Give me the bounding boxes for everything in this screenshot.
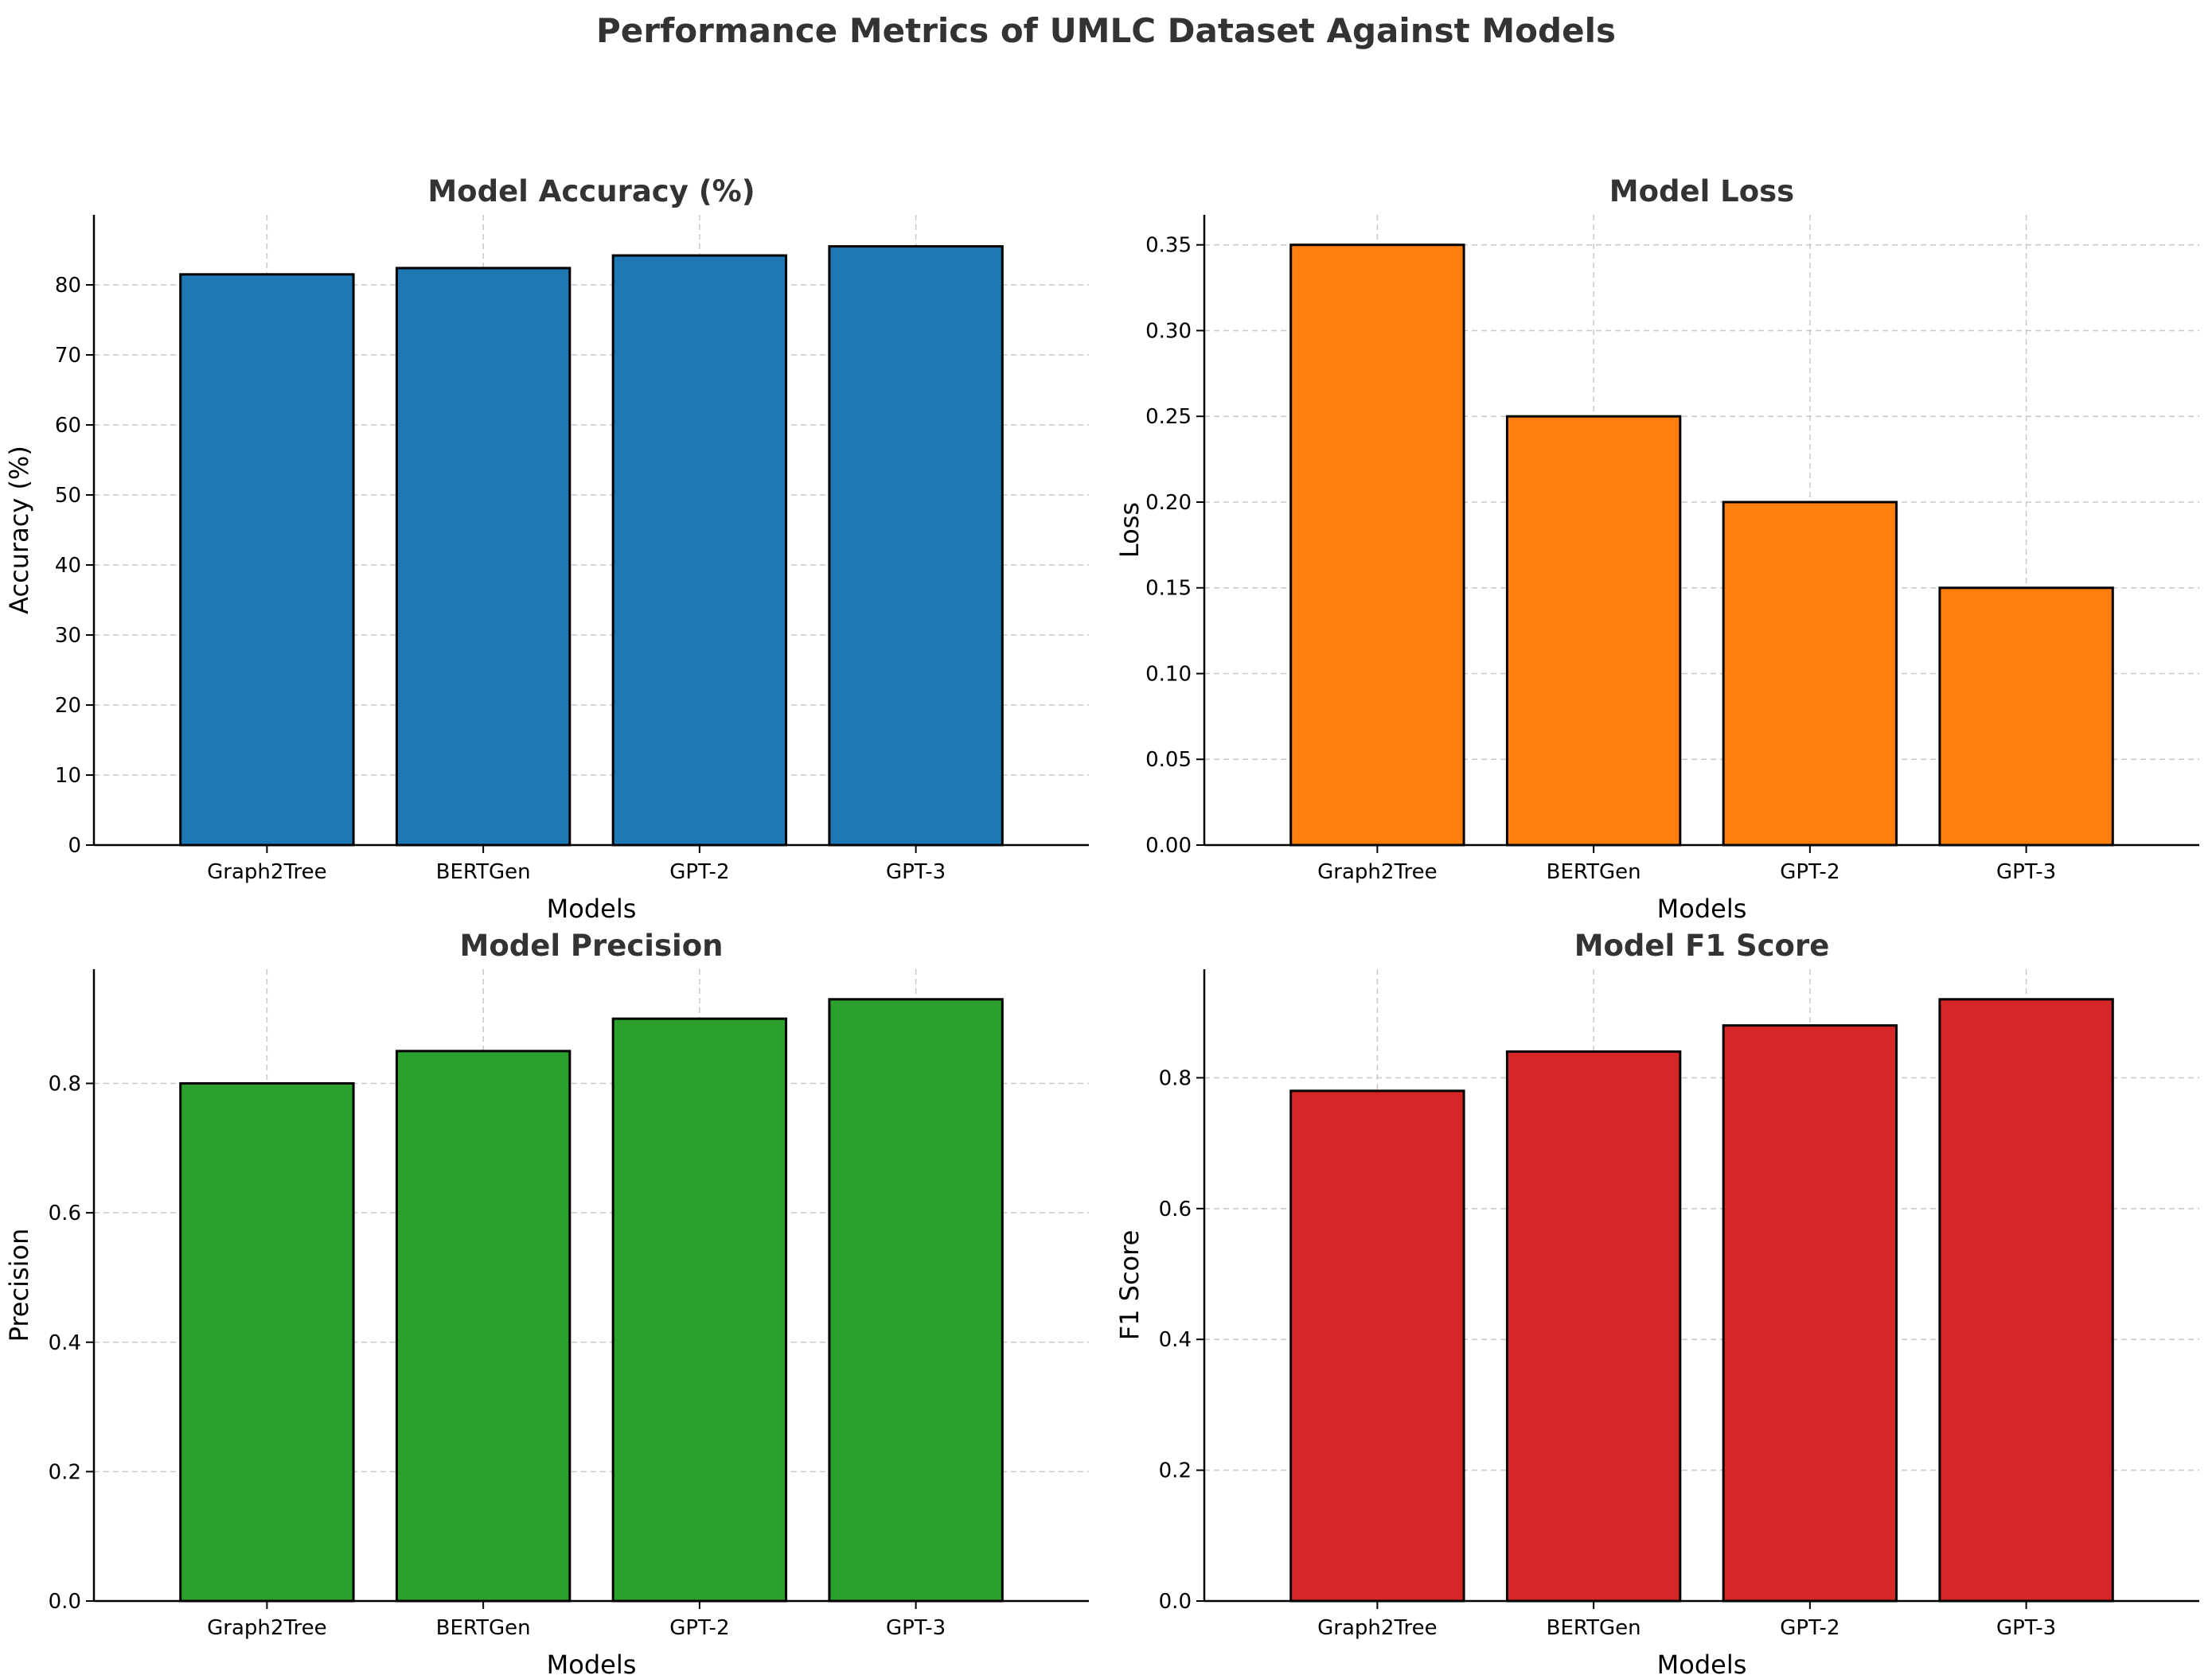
y-tick-label: 10 xyxy=(55,764,81,788)
subplot-title: Model F1 Score xyxy=(1574,929,1830,963)
y-tick-label: 0.10 xyxy=(1145,662,1192,686)
y-tick-label: 80 xyxy=(55,274,81,298)
x-tick-label: GPT-3 xyxy=(1996,1616,2056,1640)
x-tick-label: BERTGen xyxy=(436,1616,531,1640)
y-axis-label: Accuracy (%) xyxy=(4,446,34,614)
subplots-grid: 0 10 20 30 40 50 60 70 80 Graph2Tree BERTGen GPT-2 G… xyxy=(4,174,2199,1679)
y-tick-label: 0.35 xyxy=(1145,234,1192,258)
y-tick-label: 0.0 xyxy=(49,1590,81,1614)
bar-gpt-2 xyxy=(611,1017,788,1603)
y-axis-label: F1 Score xyxy=(1114,1230,1145,1341)
bar-gpt-2 xyxy=(1722,1024,1898,1603)
x-axis-label: Models xyxy=(547,1650,637,1679)
bar-gpt-2 xyxy=(611,254,788,847)
x-tick-label: GPT-3 xyxy=(886,1616,946,1640)
y-tick-label: 70 xyxy=(55,344,81,368)
bar-gpt-3 xyxy=(828,245,1004,847)
bar-gpt-2 xyxy=(1722,501,1898,847)
x-tick-label: Graph2Tree xyxy=(207,860,326,884)
bar-bertgen xyxy=(1505,1050,1682,1603)
subplot-title: Model Accuracy (%) xyxy=(427,174,755,208)
subplot-2: 0.00 0.05 0.10 0.15 0.20 0.25 0.30 0.35 Graph2Tr… xyxy=(1114,174,2199,924)
subplot-title: Model Precision xyxy=(460,929,724,963)
x-axis-label: Models xyxy=(547,894,637,924)
y-tick-label: 30 xyxy=(55,624,81,648)
y-tick-label: 0.4 xyxy=(49,1331,81,1355)
subplot-3: 0.0 0.2 0.4 0.6 0.8 Graph2Tree BERTGen GPT-2 GPT… xyxy=(4,929,1089,1679)
bar-bertgen xyxy=(1505,415,1682,847)
y-tick-label: 0.2 xyxy=(1159,1459,1192,1483)
y-tick-label: 0.00 xyxy=(1145,834,1192,858)
bar-gpt-3 xyxy=(828,998,1004,1603)
x-tick-label: BERTGen xyxy=(1547,1616,1641,1640)
bar-graph2tree xyxy=(179,1082,355,1603)
y-tick-label: 0.4 xyxy=(1159,1328,1192,1352)
bar-gpt-3 xyxy=(1938,586,2114,847)
subplot-title: Model Loss xyxy=(1609,174,1794,208)
y-tick-label: 0 xyxy=(68,834,81,858)
y-tick-label: 0.05 xyxy=(1145,748,1192,772)
bar-bertgen xyxy=(395,1050,572,1603)
x-tick-label: GPT-2 xyxy=(1780,860,1839,884)
y-axis-label: Precision xyxy=(4,1229,34,1342)
y-tick-label: 0.8 xyxy=(49,1073,81,1097)
x-tick-label: Graph2Tree xyxy=(207,1616,326,1640)
subplot-1: 0 10 20 30 40 50 60 70 80 Graph2Tree BERTGen GPT-2 G… xyxy=(4,174,1089,924)
x-tick-label: Graph2Tree xyxy=(1317,1616,1437,1640)
y-tick-label: 20 xyxy=(55,694,81,718)
y-tick-label: 0.25 xyxy=(1145,405,1192,429)
x-tick-label: Graph2Tree xyxy=(1317,860,1437,884)
figure-title: Performance Metrics of UMLC Dataset Agai… xyxy=(596,11,1616,50)
y-tick-label: 50 xyxy=(55,484,81,508)
y-tick-label: 0.6 xyxy=(49,1202,81,1225)
bar-graph2tree xyxy=(1289,243,1465,847)
x-tick-label: GPT-2 xyxy=(669,1616,729,1640)
bar-bertgen xyxy=(395,267,572,847)
x-axis-label: Models xyxy=(1657,894,1747,924)
bar-gpt-3 xyxy=(1938,998,2114,1603)
y-tick-label: 0.30 xyxy=(1145,319,1192,343)
y-tick-label: 60 xyxy=(55,414,81,438)
y-axis-label: Loss xyxy=(1114,502,1145,558)
y-tick-label: 0.2 xyxy=(49,1460,81,1484)
x-tick-label: BERTGen xyxy=(1547,860,1641,884)
y-tick-label: 40 xyxy=(55,554,81,578)
x-tick-label: BERTGen xyxy=(436,860,531,884)
bar-graph2tree xyxy=(179,273,355,847)
y-tick-label: 0.8 xyxy=(1159,1066,1192,1090)
subplot-4: 0.0 0.2 0.4 0.6 0.8 Graph2Tree BERTGen GPT-2 GPT… xyxy=(1114,929,2199,1679)
x-tick-label: GPT-3 xyxy=(886,860,946,884)
x-tick-label: GPT-2 xyxy=(669,860,729,884)
x-tick-label: GPT-2 xyxy=(1780,1616,1839,1640)
x-axis-label: Models xyxy=(1657,1650,1747,1679)
x-tick-label: GPT-3 xyxy=(1996,860,2056,884)
y-tick-label: 0.0 xyxy=(1159,1590,1192,1614)
y-tick-label: 0.20 xyxy=(1145,491,1192,515)
y-tick-label: 0.6 xyxy=(1159,1198,1192,1221)
bar-graph2tree xyxy=(1289,1089,1465,1603)
y-tick-label: 0.15 xyxy=(1145,577,1192,601)
